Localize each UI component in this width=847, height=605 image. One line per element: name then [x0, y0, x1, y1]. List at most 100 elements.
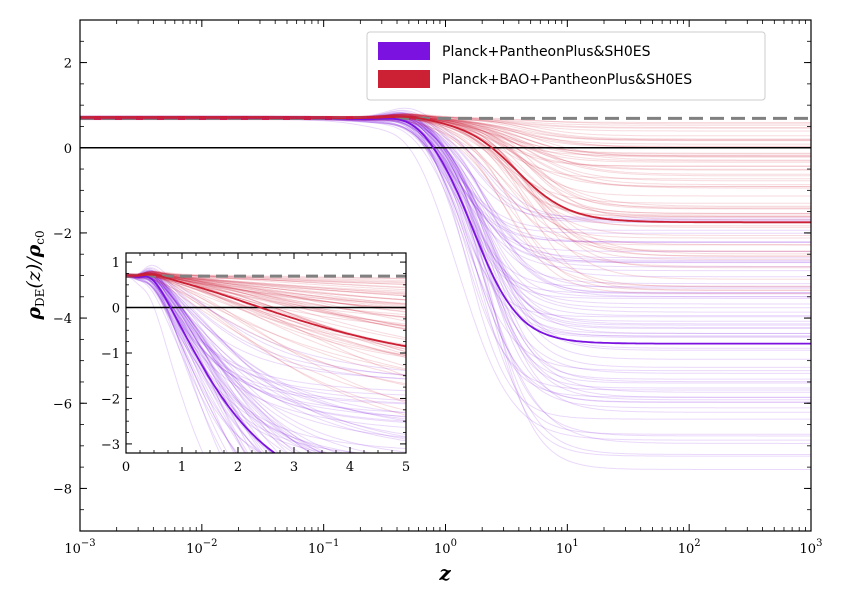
inset-sample-curve-0-50 — [126, 271, 406, 423]
main-sample-curve-0-64 — [80, 107, 811, 222]
inset-sample-curve-1-9 — [126, 273, 406, 411]
inset-x-tick-label-4: 4 — [346, 460, 354, 475]
main-sample-curve-0-43 — [80, 115, 811, 231]
main-sample-curve-1-17 — [80, 113, 811, 216]
main-x-tick-label-1: 10−2 — [186, 538, 217, 557]
inset-sample-curve-0-55 — [126, 274, 406, 420]
inset-sample-curve-1-25 — [126, 274, 406, 385]
main-sample-curve-1-64 — [80, 117, 811, 280]
inset-reference-lines — [126, 274, 406, 309]
inset-ribbon-group — [126, 264, 406, 453]
main-sample-curve-1-38 — [80, 115, 811, 157]
main-sample-curve-1-67 — [80, 114, 811, 291]
inset-sample-curve-0-23 — [126, 267, 280, 453]
main-y-tick-label-4: −6 — [53, 397, 72, 412]
inset-x-tick-label-2: 2 — [234, 460, 242, 475]
main-sample-curve-1-4 — [80, 117, 811, 148]
main-sample-curve-0-54 — [80, 116, 811, 305]
main-ticks — [79, 19, 812, 532]
inset-sample-curve-1-2 — [126, 274, 406, 318]
main-sample-curve-0-63 — [80, 115, 811, 470]
main-y-tick-label-3: −4 — [53, 312, 72, 327]
inset-sample-curve-0-56 — [126, 273, 406, 414]
main-sample-curve-1-10 — [80, 116, 811, 154]
inset-sample-curve-0-26 — [126, 273, 406, 442]
main-x-tick-label-3: 100 — [434, 538, 457, 557]
inset-sample-curve-1-35 — [126, 275, 406, 403]
main-sample-curve-0-6 — [80, 118, 811, 259]
inset-y-tick-label-2: −1 — [101, 347, 120, 362]
inset-sample-curve-0-11 — [126, 275, 311, 453]
inset-sample-curve-0-4 — [126, 275, 247, 453]
inset-y-tick-label-1: 0 — [112, 302, 120, 317]
main-axes: 10−3 10−2 10−1 100 101 102 103 20−2−4−6−8 z ρD… — [23, 19, 822, 585]
legend-swatch-planck-bao-pantheon — [378, 70, 430, 88]
main-sample-curve-0-58 — [80, 115, 811, 457]
main-sample-curve-1-16 — [80, 114, 811, 221]
inset-sample-curve-1-30 — [126, 276, 406, 325]
inset-sample-curve-0-1 — [126, 269, 406, 440]
inset-sample-curve-0-36 — [126, 274, 229, 453]
main-y-tick-label-2: −2 — [53, 227, 72, 242]
inset-sample-curve-0-66 — [126, 274, 406, 438]
inset-sample-curve-0-68 — [126, 273, 322, 453]
inset-sample-curve-0-54 — [126, 273, 361, 453]
inset-sample-curve-0-65 — [126, 274, 330, 453]
inset-sample-curve-1-63 — [126, 272, 406, 283]
main-y-tick-label-1: 0 — [64, 142, 72, 157]
main-sample-curve-1-9 — [80, 115, 811, 287]
inset-sample-curve-0-48 — [126, 270, 265, 453]
inset-sample-curve-1-57 — [126, 275, 406, 341]
main-sample-curve-0-19 — [80, 114, 811, 337]
inset-sample-curve-0-19 — [126, 272, 296, 453]
main-sample-curve-1-56 — [80, 116, 811, 163]
main-reference-lines — [80, 116, 811, 149]
legend: Planck+PantheonPlus&SH0ES Planck+BAO+Pan… — [366, 31, 766, 101]
main-y-tick-label-5: −8 — [53, 482, 72, 497]
legend-label-planck-bao-pantheon: Planck+BAO+PantheonPlus&SH0ES — [442, 72, 692, 88]
inset-sample-curve-0-44 — [126, 273, 221, 453]
inset-sample-curve-0-5 — [126, 272, 297, 453]
inset-sample-curve-1-28 — [126, 275, 406, 350]
main-x-tick-labels: 10−3 10−2 10−1 100 101 102 103 — [64, 538, 822, 557]
inset-center-curve-0 — [126, 274, 277, 453]
main-sample-curve-0-3 — [80, 113, 811, 403]
main-sample-curve-0-22 — [80, 116, 811, 403]
inset-y-tick-labels: 1 0 −1 −2 −3 — [101, 256, 120, 453]
legend-frame — [366, 31, 766, 101]
inset-sample-curve-0-25 — [126, 272, 324, 453]
inset-sample-curve-0-53 — [126, 275, 263, 453]
inset-sample-curve-0-30 — [126, 275, 406, 418]
inset-sample-curve-1-3 — [126, 276, 406, 371]
inset-sample-curve-1-45 — [126, 273, 406, 316]
inset-center-lines — [126, 273, 406, 453]
inset-sample-curve-0-29 — [126, 269, 339, 453]
inset-sample-curve-0-46 — [126, 273, 260, 453]
main-sample-curve-0-5 — [80, 115, 811, 368]
inset-sample-curve-0-12 — [126, 276, 262, 453]
inset-center-curve-1 — [126, 273, 406, 348]
main-sample-curve-1-27 — [80, 115, 811, 288]
inset-sample-curve-1-56 — [126, 274, 406, 310]
inset-sample-curve-0-41 — [126, 271, 289, 453]
main-x-tick-label-2: 10−1 — [308, 538, 339, 557]
inset-sample-curve-1-27 — [126, 273, 406, 402]
inset-sample-curve-0-13 — [126, 275, 224, 453]
inset-sample-curve-1-60 — [126, 274, 406, 304]
inset-sample-curve-0-35 — [126, 270, 406, 379]
legend-swatch-planck-pantheon — [378, 42, 430, 60]
inset-sample-curve-0-58 — [126, 273, 246, 453]
inset-sample-curve-1-41 — [126, 272, 406, 280]
main-sample-curve-0-52 — [80, 118, 811, 272]
inset-y-tick-label-3: −2 — [101, 392, 120, 407]
main-x-tick-label-6: 103 — [800, 538, 823, 557]
inset-sample-curve-0-24 — [126, 273, 345, 453]
main-sample-curve-1-32 — [80, 115, 811, 218]
inset-sample-curve-0-9 — [126, 274, 406, 413]
inset-sample-curve-0-15 — [126, 275, 315, 453]
main-sample-curve-0-35 — [80, 112, 811, 221]
main-x-tick-label-4: 101 — [556, 538, 579, 557]
inset-sample-curve-0-7 — [126, 273, 288, 453]
inset-sample-curve-0-60 — [126, 270, 406, 380]
